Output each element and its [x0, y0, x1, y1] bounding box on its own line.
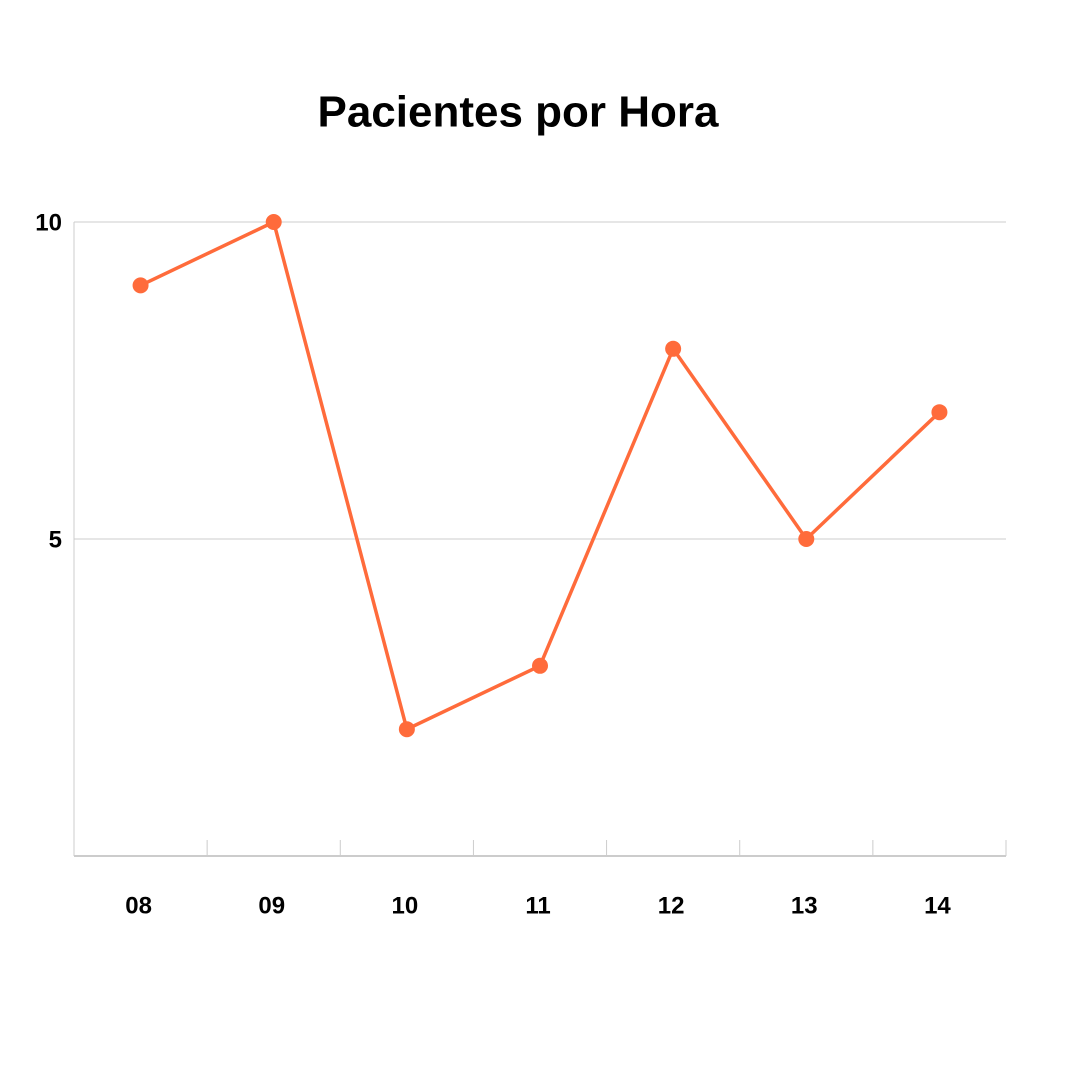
point	[532, 657, 548, 674]
x-tick-label: 14	[924, 892, 951, 919]
point	[798, 531, 815, 547]
x-tick-label: 13	[791, 892, 818, 919]
point	[398, 721, 415, 738]
x-tick-label: 12	[658, 892, 685, 919]
y-tick-label: 5	[49, 526, 62, 553]
x-tick-label: 11	[525, 892, 550, 919]
y-tick-label: 10	[35, 209, 62, 236]
point	[265, 214, 282, 230]
x-tick-label: 08	[125, 892, 152, 919]
x-tick-label: 09	[258, 892, 285, 919]
x-tick-label: 10	[392, 892, 419, 919]
chart-title: Pacientes por Hora	[317, 88, 719, 137]
point	[132, 277, 149, 294]
point	[665, 340, 682, 357]
point	[931, 404, 948, 421]
